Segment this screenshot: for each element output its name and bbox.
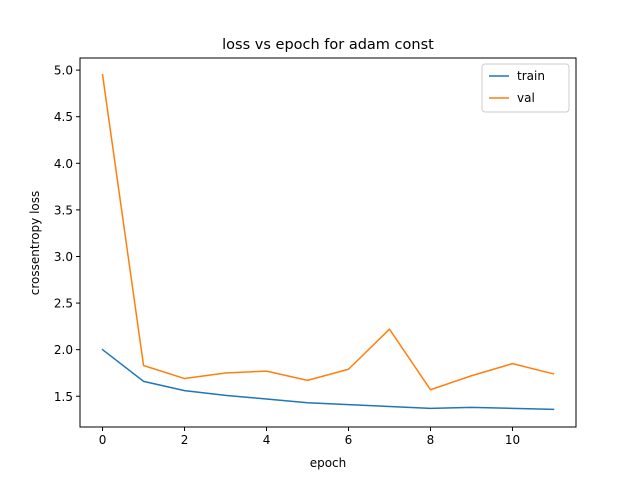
y-tick-label: 5.0 — [54, 64, 73, 78]
y-tick-label: 1.5 — [54, 390, 73, 404]
x-tick-label: 10 — [505, 433, 520, 447]
series-line-val — [101, 73, 555, 391]
y-tick-label: 3.0 — [54, 250, 73, 264]
plot-area-frame — [79, 57, 577, 428]
y-axis-label: crossentropy loss — [28, 191, 42, 296]
legend-val-label: val — [517, 91, 535, 105]
x-axis-label: epoch — [310, 456, 347, 470]
plot-lines — [101, 73, 555, 411]
x-tick-label: 6 — [345, 433, 353, 447]
x-tick-label: 0 — [99, 433, 107, 447]
x-tick-label: 8 — [427, 433, 435, 447]
x-tick-label: 2 — [181, 433, 189, 447]
legend-train-label: train — [517, 69, 545, 83]
y-tick-label: 2.5 — [54, 297, 73, 311]
chart-title: loss vs epoch for adam const — [222, 37, 434, 53]
x-tick-label: 4 — [263, 433, 271, 447]
legend: train val — [481, 63, 570, 113]
y-axis-ticks: 1.5 2.0 2.5 3.0 3.5 4.0 4.5 5.0 — [54, 64, 80, 404]
series-line-train — [101, 348, 555, 411]
y-tick-label: 3.5 — [54, 203, 73, 217]
y-tick-label: 4.5 — [54, 110, 73, 124]
y-tick-label: 4.0 — [54, 157, 73, 171]
x-axis-ticks: 0 2 4 6 8 10 — [99, 427, 520, 447]
y-tick-label: 2.0 — [54, 343, 73, 357]
